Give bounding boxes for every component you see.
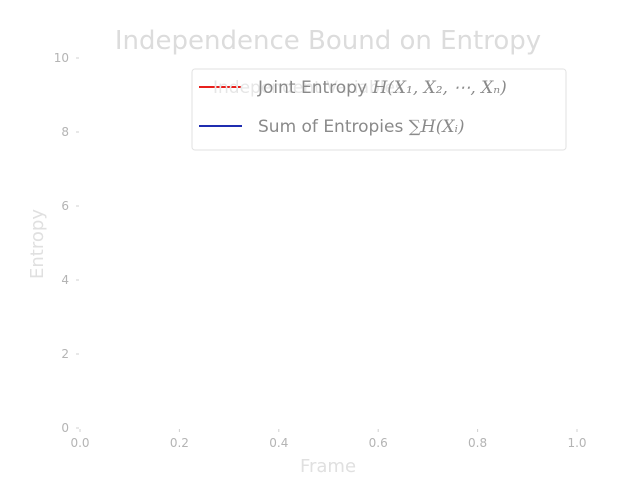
chart-title: Independence Bound on Entropy [115, 26, 541, 56]
legend-label-joint: Joint Entropy H(X₁, X₂, ⋯, Xₙ) [257, 78, 507, 98]
y-axis-label: Entropy [27, 209, 48, 279]
y-axis-ticks: 0 2 4 6 8 10 [54, 51, 79, 435]
legend-label-joint-prefix: Joint Entropy [257, 78, 372, 98]
legend-box [191, 68, 567, 151]
y-tick-label: 2 [61, 347, 69, 361]
legend-label-sum: Sum of Entropies ∑H(Xᵢ) [258, 117, 465, 137]
x-axis-label: Frame [300, 456, 356, 477]
annotation-independent-variables: Independent Variables [213, 78, 404, 98]
y-tick-label: 8 [61, 125, 69, 139]
x-tick-label: 0.0 [70, 436, 89, 450]
x-axis-ticks: 0.0 0.2 0.4 0.6 0.8 1.0 [70, 429, 587, 450]
x-tick-label: 1.0 [567, 436, 586, 450]
x-tick-label: 0.2 [170, 436, 189, 450]
legend: Independent Variables Joint Entropy H(X₁… [191, 68, 567, 151]
y-tick-label: 6 [61, 199, 69, 213]
x-tick-label: 0.8 [468, 436, 487, 450]
legend-label-joint-math: H(X₁, X₂, ⋯, Xₙ) [371, 78, 506, 98]
x-tick-label: 0.4 [269, 436, 288, 450]
x-tick-label: 0.6 [369, 436, 388, 450]
y-tick-label: 10 [54, 51, 69, 65]
legend-label-sum-prefix: Sum of Entropies [258, 117, 409, 137]
legend-label-sum-math: ∑H(Xᵢ) [409, 117, 465, 137]
y-tick-label: 0 [61, 421, 69, 435]
y-tick-label: 4 [61, 273, 69, 287]
